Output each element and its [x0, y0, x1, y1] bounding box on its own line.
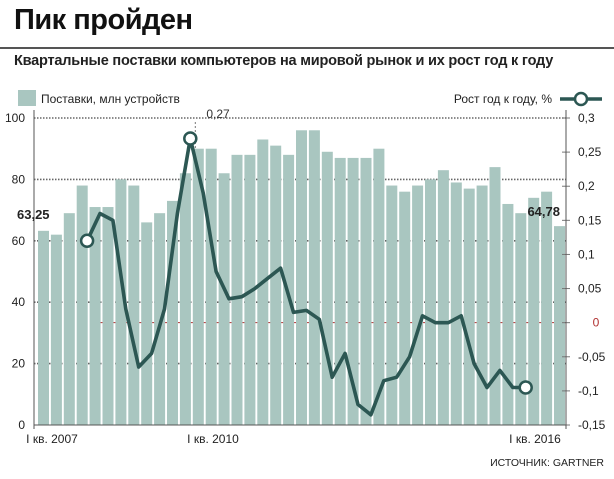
bar	[63, 213, 75, 425]
bar	[218, 173, 230, 425]
bar	[528, 197, 540, 425]
y-right-tick-label: 0,05	[578, 282, 602, 296]
bar	[399, 191, 411, 425]
bar	[50, 234, 62, 425]
bar	[463, 188, 475, 425]
axis-layer: 0 20 40 60 80 100 -0,15 -0,1 -0,05 0 0,05 0,1 0,15 0,…	[5, 110, 606, 446]
y-left-tick-label: 40	[12, 295, 26, 309]
y-left-tick-label: 60	[12, 234, 26, 248]
y-right-tick-label: 0,25	[578, 145, 602, 159]
y-right-tick-label: 0,15	[578, 213, 602, 227]
x-tick-label: I кв. 2010	[187, 432, 239, 446]
bar-layer	[38, 130, 565, 426]
y-right-tick-label: 0,2	[578, 179, 595, 193]
y-left-tick-label: 80	[12, 172, 26, 186]
bar	[425, 179, 436, 425]
bar	[76, 185, 88, 425]
y-right-tick-label: 0,1	[578, 247, 595, 261]
x-tick-label: I кв. 2016	[509, 432, 561, 446]
bar	[450, 182, 462, 425]
y-left-tick-label: 100	[5, 111, 25, 125]
bar	[308, 130, 320, 425]
bar	[270, 145, 282, 425]
bar	[347, 157, 359, 425]
bar	[515, 213, 527, 425]
bar	[412, 185, 424, 425]
chart-title: Пик пройден	[14, 4, 193, 36]
bar	[296, 130, 307, 425]
bar	[334, 157, 346, 425]
bar	[205, 148, 217, 425]
bar	[192, 148, 204, 425]
line-marker	[183, 131, 198, 146]
y-right-tick-label: -0,05	[578, 350, 606, 364]
bar	[489, 167, 501, 425]
bar	[541, 191, 553, 425]
annotation-peak-value: 0,27	[206, 107, 230, 121]
bar	[321, 151, 333, 425]
y-left-tick-label: 20	[12, 357, 26, 371]
bar	[38, 230, 49, 425]
title-divider	[0, 47, 614, 49]
source-note: ИСТОЧНИК: GARTNER	[490, 457, 604, 469]
annotation-first-value: 63,25	[17, 207, 50, 222]
legend-bar-swatch	[18, 90, 36, 106]
label-layer: 63,25 0,27 64,78	[17, 107, 560, 222]
bar	[373, 148, 385, 425]
y-right-tick-label: 0	[593, 316, 600, 330]
line-marker	[79, 233, 95, 249]
bar	[141, 222, 153, 425]
y-left-tick-label: 0	[18, 418, 25, 432]
bar	[386, 185, 398, 425]
growth-line	[85, 136, 528, 417]
legend: Поставки, млн устройств Рост год к году, …	[18, 90, 602, 107]
bar	[89, 207, 101, 425]
bar	[476, 185, 488, 425]
annotation-last-value: 64,78	[527, 204, 560, 219]
bar	[115, 179, 127, 425]
bar	[437, 170, 449, 425]
bar	[502, 203, 514, 425]
y-right-tick-label: -0,1	[578, 384, 599, 398]
line-marker	[518, 380, 533, 395]
legend-bar-label: Поставки, млн устройств	[41, 92, 180, 106]
bar	[554, 226, 565, 425]
bar	[167, 200, 178, 425]
bar	[231, 154, 243, 425]
bar	[360, 157, 372, 425]
bar	[128, 185, 140, 425]
x-tick-label: I кв. 2007	[26, 432, 78, 446]
bar	[154, 213, 166, 425]
line-layer	[79, 131, 533, 417]
chart-subtitle: Квартальные поставки компьютеров на миро…	[14, 53, 554, 69]
legend-line-label: Рост год к году, %	[454, 92, 552, 106]
y-right-tick-label: 0,3	[578, 111, 595, 125]
bar	[179, 173, 191, 425]
y-right-tick-label: -0,15	[578, 418, 606, 432]
bar	[102, 207, 114, 425]
legend-line-marker	[573, 91, 589, 107]
